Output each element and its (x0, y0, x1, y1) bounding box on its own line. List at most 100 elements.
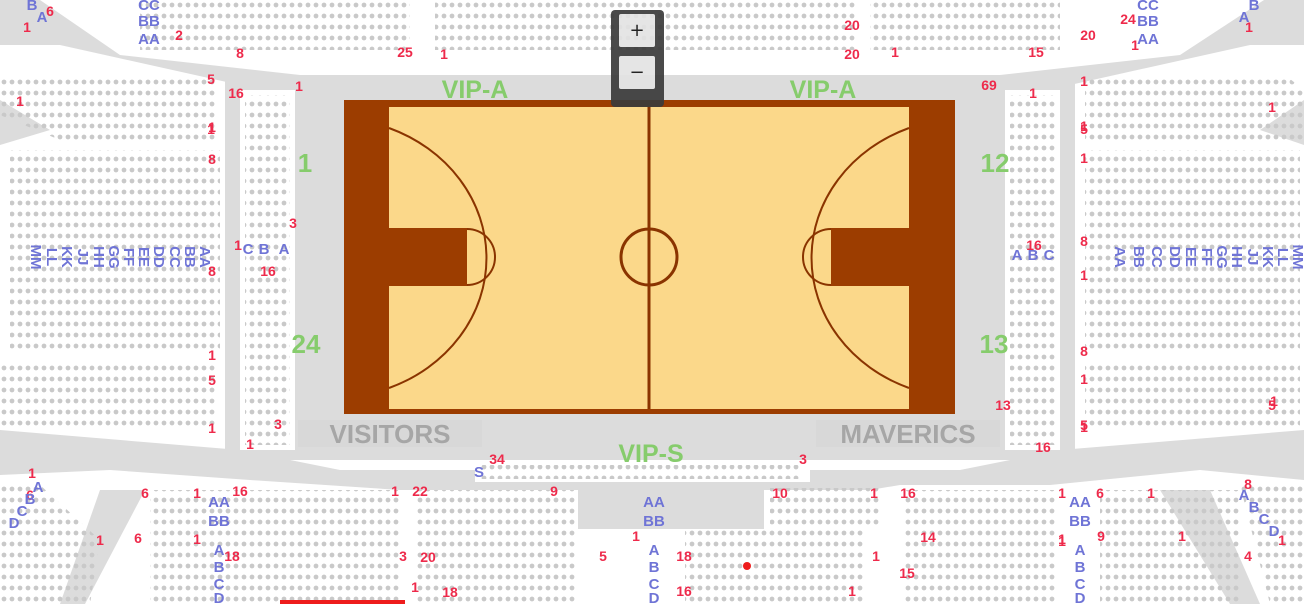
row-letter: B (1249, 0, 1260, 14)
seat-number: 15 (1028, 44, 1044, 60)
row-letter: BB (208, 513, 230, 530)
seat-number: 1 (872, 548, 880, 564)
row-letter: KK (58, 246, 75, 268)
row-letter: JJ (74, 249, 91, 266)
seat-number: 5 (208, 372, 216, 388)
row-letter: B (27, 0, 38, 14)
seat-number: 1 (1131, 37, 1139, 53)
row-letter: DD (1166, 246, 1183, 268)
section-12[interactable]: 12 (981, 148, 1010, 178)
seat-number: 1 (295, 78, 303, 94)
row-letter: B (1075, 559, 1086, 576)
seat-number: 1 (848, 583, 856, 599)
seat-number: 6 (1096, 485, 1104, 501)
seat-number: 5 (1268, 397, 1276, 413)
seat-number: 6 (141, 485, 149, 501)
section-1[interactable]: 1 (298, 148, 312, 178)
seat-number: 1 (96, 532, 104, 548)
seat-number: 9 (550, 483, 558, 499)
visitors-bench (298, 420, 482, 447)
seat-number: 1 (411, 579, 419, 595)
section-24[interactable]: 24 (292, 329, 321, 359)
zoom-in-button[interactable]: + (619, 14, 655, 47)
row-letter: LL (43, 248, 60, 266)
section-vip-s[interactable]: VIP-S (618, 440, 683, 468)
row-letter: MM (27, 245, 44, 270)
row-letter: B (1249, 499, 1260, 516)
seat-number: 1 (1080, 150, 1088, 166)
seat-number: 8 (236, 45, 244, 61)
seat-number: 1 (1080, 371, 1088, 387)
home-team-label: MAVERICS (840, 419, 975, 449)
row-letter: FF (120, 248, 137, 266)
highlight-bar (280, 600, 405, 604)
seat-number: 5 (1080, 417, 1088, 433)
row-letter: D (9, 515, 20, 532)
row-letter: CC (166, 246, 183, 268)
seat-number: 1 (208, 420, 216, 436)
row-letter: D (214, 590, 225, 604)
row-letter: BB (181, 246, 198, 268)
row-letter: C (17, 503, 28, 520)
row-letter: BB (138, 13, 160, 30)
section-13[interactable]: 13 (980, 329, 1009, 359)
row-letter: A (279, 241, 290, 258)
seat-number: 18 (442, 584, 458, 600)
row-letter: HH (90, 246, 107, 268)
row-letter: JJ (1244, 249, 1261, 266)
row-letter: AA (643, 494, 665, 511)
row-letter: B (25, 491, 36, 508)
section-vip-a-right[interactable]: VIP-A (790, 76, 857, 104)
section-vip-a-left[interactable]: VIP-A (442, 76, 509, 104)
row-letter: D (649, 590, 660, 604)
seat-number: 6 (134, 530, 142, 546)
seat-number: 6 (26, 487, 34, 503)
seat-number: 1 (1029, 85, 1037, 101)
seat-number: 69 (981, 77, 997, 93)
row-letter: AA (1069, 494, 1091, 511)
row-letter: C (243, 241, 254, 258)
row-letter: BB (1069, 513, 1091, 530)
seat-number: 4 (1244, 548, 1252, 564)
row-letter: B (259, 241, 270, 258)
row-letter: CC (1137, 0, 1159, 14)
row-letter: D (1269, 523, 1280, 540)
row-letter: A (33, 479, 44, 496)
seat-number: 15 (899, 565, 915, 581)
row-letter: HH (1228, 246, 1245, 268)
row-letter: BB (1130, 246, 1147, 268)
zoom-out-button[interactable]: − (619, 56, 655, 89)
seat-number: 20 (1080, 27, 1096, 43)
seat-number: 1 (246, 436, 254, 452)
seat-number: 3 (799, 451, 807, 467)
row-letter: C (1075, 576, 1086, 593)
seat-number: 1 (1080, 73, 1088, 89)
seat-number: 1 (1058, 531, 1066, 547)
row-letter: EE (135, 247, 152, 267)
row-letter: B (214, 559, 225, 576)
seat-number: 1 (193, 531, 201, 547)
row-letter: EE (1182, 247, 1199, 267)
seat-number: 9 (1097, 528, 1105, 544)
seat-number: 1 (1058, 533, 1066, 549)
row-letter: FF (1198, 248, 1215, 266)
basketball-court (344, 100, 955, 414)
seat-number: 1 (891, 44, 899, 60)
row-letter: D (1075, 590, 1086, 604)
seat-number: 10 (772, 485, 788, 501)
visitors-label: VISITORS (330, 419, 451, 449)
seat-number: 1 (440, 46, 448, 62)
seat-number: 1 (391, 483, 399, 499)
row-letter: A (649, 542, 660, 559)
row-letter: A (1075, 542, 1086, 559)
selected-seat-marker[interactable] (743, 562, 751, 570)
row-letter: GG (105, 245, 122, 268)
seat-number: 5 (1080, 121, 1088, 137)
row-letter: B (1028, 247, 1039, 264)
row-letter: AA (1111, 246, 1128, 268)
seat-number: 8 (1080, 343, 1088, 359)
row-letter: GG (1213, 245, 1230, 268)
